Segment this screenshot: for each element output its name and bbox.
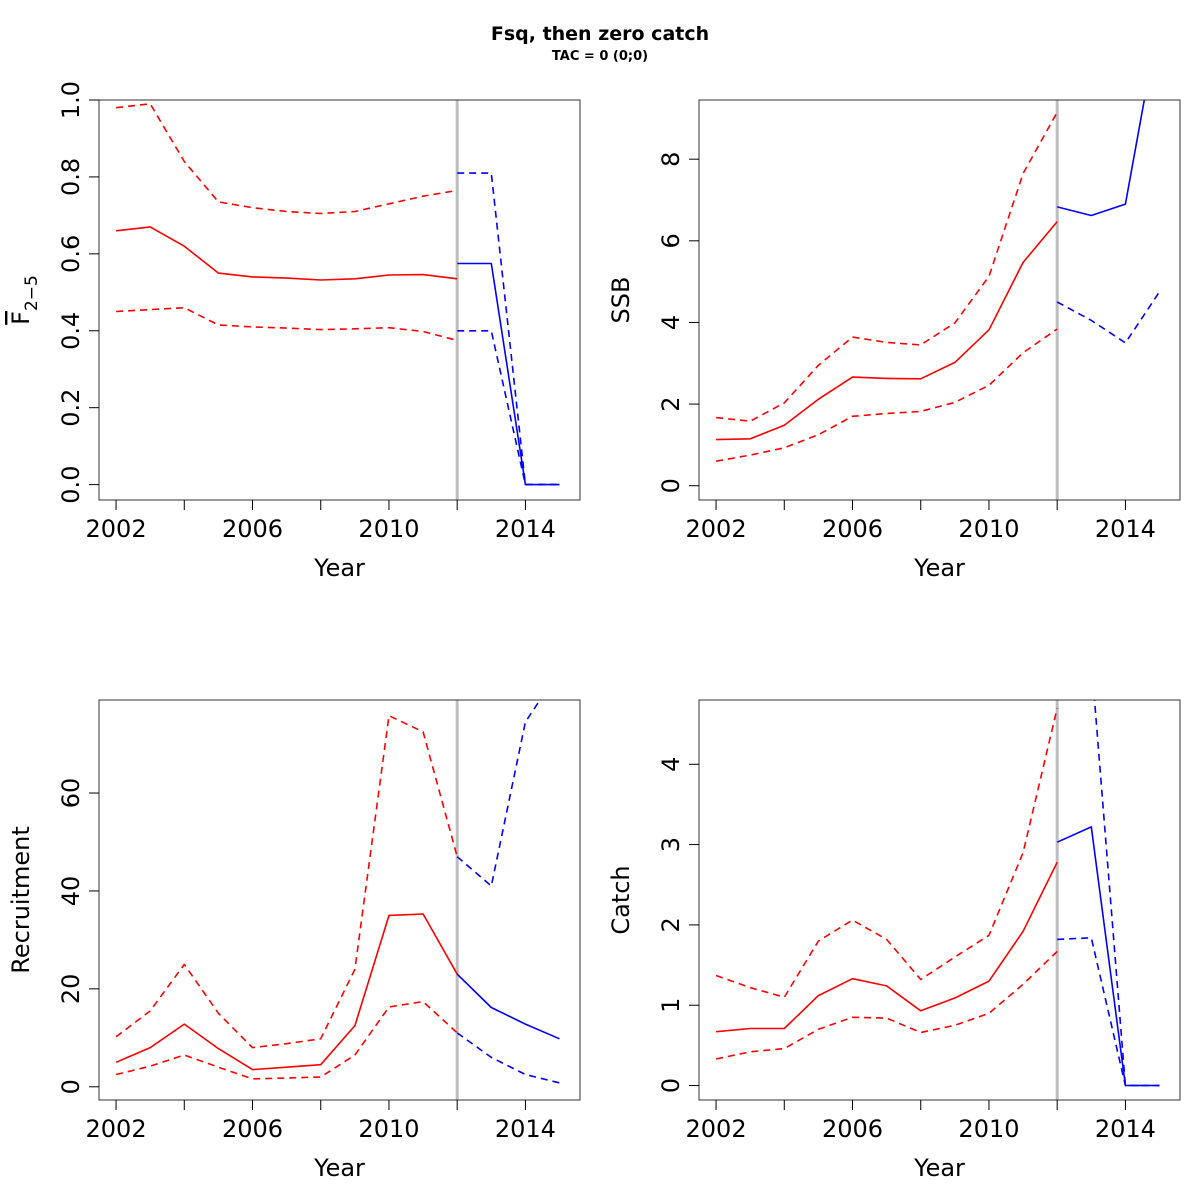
y-axis-label-main: Recruitment [7, 826, 35, 973]
series-projection-estimate-line [456, 973, 560, 1040]
series-historic-estimate-line [116, 226, 458, 281]
y-tick-label: 1.0 [57, 81, 85, 119]
series-historic-lower-line [715, 950, 1058, 1060]
y-tick-label: 0 [657, 478, 685, 493]
x-tick-label: 2006 [222, 515, 283, 543]
series-group [715, 700, 1160, 1087]
x-tick-label: 2014 [1095, 1115, 1156, 1143]
series-historic-lower-line [116, 306, 458, 342]
y-tick-label: 0.2 [57, 389, 85, 427]
y-tick-label: 2 [657, 396, 685, 411]
plot-box [98, 99, 581, 501]
series-projection-lower-line [1056, 291, 1161, 344]
figure-subtitle: TAC = 0 (0;0) [552, 49, 648, 64]
y-axis-label: SSB [607, 277, 635, 324]
y-axis-label: Recruitment [7, 826, 35, 973]
y-tick-label: 2 [657, 917, 685, 932]
y-tick-label: 4 [657, 757, 685, 772]
y-axis-label-main: F [7, 311, 35, 325]
series-projection-upper-line [456, 700, 541, 887]
y-axis-label: Catch [607, 865, 635, 934]
y-tick-label: 40 [57, 876, 85, 907]
y-tick-label: 6 [657, 233, 685, 248]
y-tick-label: 0.6 [57, 235, 85, 273]
ssb-panel: 2002 2006 2010 2014 0 2 4 6 8 Year SSB [607, 99, 1181, 582]
x-tick-label: 2014 [495, 515, 556, 543]
y-tick-label: 0.4 [57, 312, 85, 350]
y-tick-label: 4 [657, 315, 685, 330]
series-historic-lower-line [715, 328, 1058, 462]
figure-title: Fsq, then zero catch [491, 23, 709, 45]
y-tick-label: 0.8 [57, 158, 85, 196]
y-tick-label: 0 [57, 1079, 85, 1094]
x-tick-label: 2010 [958, 1115, 1019, 1143]
x-tick-label: 2010 [958, 515, 1019, 543]
catch-panel: 2002 2006 2010 2014 0 1 2 3 4 Year Catch [607, 699, 1181, 1182]
series-historic-upper-line [716, 111, 1058, 423]
x-tick-label: 2006 [822, 1115, 883, 1143]
series-projection-upper-line [1093, 700, 1160, 1087]
y-tick-label: 8 [657, 152, 685, 167]
recruitment-panel: 2002 2006 2010 2014 0 20 40 60 Year Recruitment [7, 699, 581, 1182]
x-tick-label: 2002 [686, 515, 747, 543]
x-tick-label: 2002 [86, 1115, 147, 1143]
x-axis-label: Year [913, 1154, 965, 1182]
x-tick-label: 2006 [222, 1115, 283, 1143]
y-tick-label: 0.0 [57, 466, 85, 504]
series-historic-upper-line [715, 707, 1058, 999]
y-tick-label: 3 [657, 837, 685, 852]
y-tick-label: 1 [657, 998, 685, 1013]
x-tick-label: 2010 [358, 1115, 419, 1143]
x-tick-label: 2010 [358, 515, 419, 543]
series-group [116, 103, 560, 486]
series-historic-estimate-line [716, 221, 1058, 441]
series-historic-upper-line [115, 714, 458, 1049]
y-axis-label: F2−5 [7, 275, 42, 325]
y-axis-label-main: SSB [607, 277, 635, 324]
y-axis-label-main: Catch [607, 865, 635, 934]
plot-box [698, 99, 1181, 501]
y-tick-label: 60 [57, 778, 85, 809]
series-projection-estimate-line [1057, 100, 1146, 217]
plot-box [98, 699, 581, 1101]
series-projection-estimate-line [457, 262, 560, 486]
x-axis-label: Year [313, 554, 365, 582]
series-group [115, 700, 560, 1084]
x-tick-label: 2014 [1095, 515, 1156, 543]
x-tick-label: 2002 [686, 1115, 747, 1143]
series-projection-upper-line [457, 172, 560, 486]
x-tick-label: 2006 [822, 515, 883, 543]
x-tick-label: 2002 [86, 515, 147, 543]
series-historic-upper-line [116, 103, 458, 215]
series-historic-estimate-line [716, 861, 1058, 1033]
plot-box [698, 699, 1181, 1101]
f-panel: 2002 2006 2010 2014 0.0 0.2 0.4 0.6 0.8 1.0 Year F2… [7, 81, 581, 582]
series-projection-lower-line [456, 1032, 560, 1084]
series-projection-lower-line [1057, 936, 1160, 1087]
series-projection-lower-line [457, 329, 560, 486]
panels-group: 2002 2006 2010 20140.00.20.40.60.81.0YearF2… [7, 81, 1181, 1182]
series-historic-estimate-line [115, 913, 458, 1071]
x-tick-label: 2014 [495, 1115, 556, 1143]
series-group [715, 100, 1161, 462]
y-tick-label: 20 [57, 974, 85, 1005]
y-axis-label-subscript: 2−5 [22, 275, 42, 311]
x-axis-label: Year [913, 554, 965, 582]
x-axis-label: Year [313, 1154, 365, 1182]
y-tick-label: 0 [657, 1078, 685, 1093]
